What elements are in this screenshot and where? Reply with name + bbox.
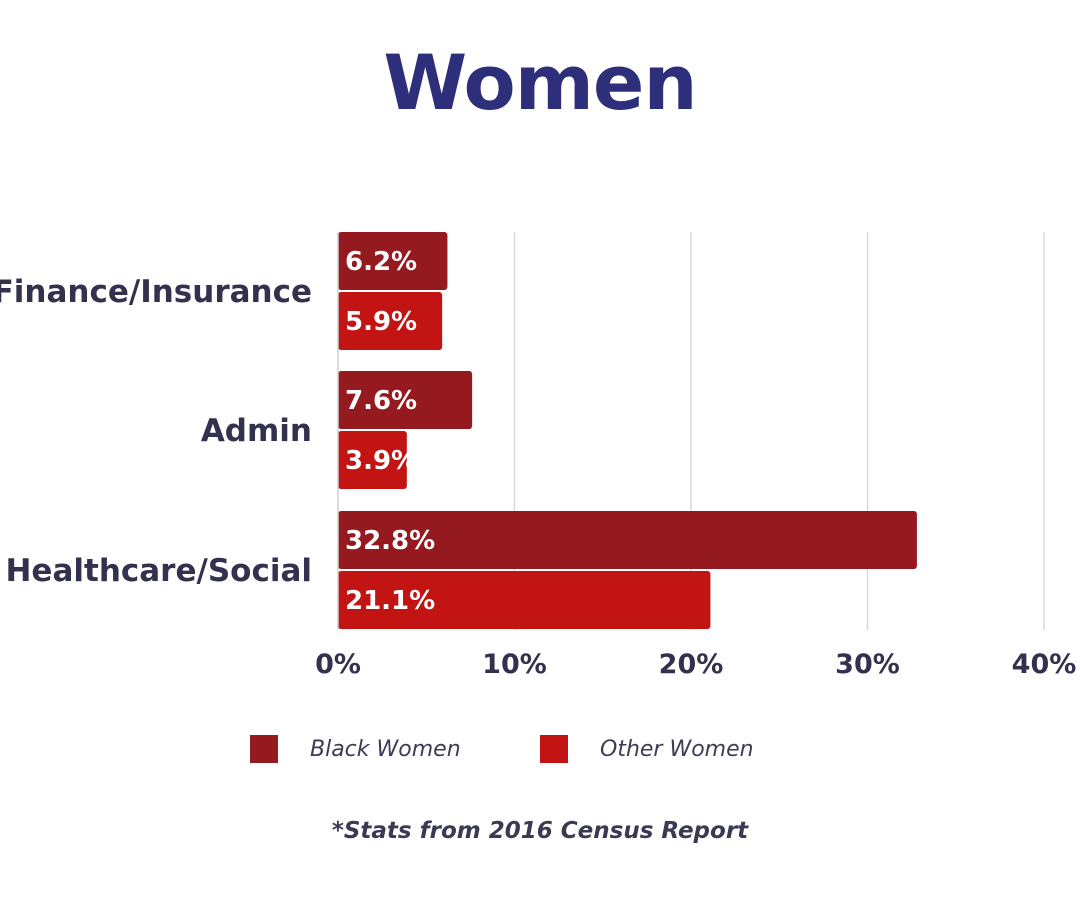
bar — [338, 371, 473, 429]
bar-value-label: 32.8% — [345, 526, 435, 556]
bar-value-label: 21.1% — [345, 586, 435, 616]
bar — [338, 431, 407, 489]
legend: Black Women Other Women — [250, 732, 850, 766]
category-label: Healthcare/Social — [5, 553, 312, 589]
chart-title: Women — [383, 38, 697, 127]
footnote: *Stats from 2016 Census Report — [331, 818, 749, 844]
bar-value-label: 5.9% — [345, 307, 417, 337]
legend-item-other-women: Other Women — [540, 732, 754, 766]
x-tick-label: 40% — [1012, 649, 1077, 680]
legend-label-other-women: Other Women — [600, 736, 754, 762]
legend-item-black-women: Black Women — [250, 732, 461, 766]
bar-chart: 6.2% 5.9% Finance/Insurance 7.6% 3.9% Admin 32… — [0, 232, 1077, 680]
x-tick-label: 20% — [659, 649, 724, 680]
category-label: Finance/Insurance — [0, 274, 312, 310]
legend-label-black-women: Black Women — [310, 736, 461, 762]
legend-swatch-other-women — [540, 735, 568, 763]
bar-value-label: 3.9% — [345, 446, 417, 476]
x-tick-label: 30% — [835, 649, 900, 680]
category-label: Admin — [201, 413, 312, 449]
legend-swatch-black-women — [250, 735, 278, 763]
bar — [338, 571, 711, 629]
x-tick-label: 0% — [315, 649, 361, 680]
bar-value-label: 6.2% — [345, 247, 417, 277]
bar-value-label: 7.6% — [345, 386, 417, 416]
bar — [338, 511, 917, 569]
bar — [338, 292, 443, 350]
bar — [338, 232, 448, 290]
x-tick-label: 10% — [482, 649, 547, 680]
